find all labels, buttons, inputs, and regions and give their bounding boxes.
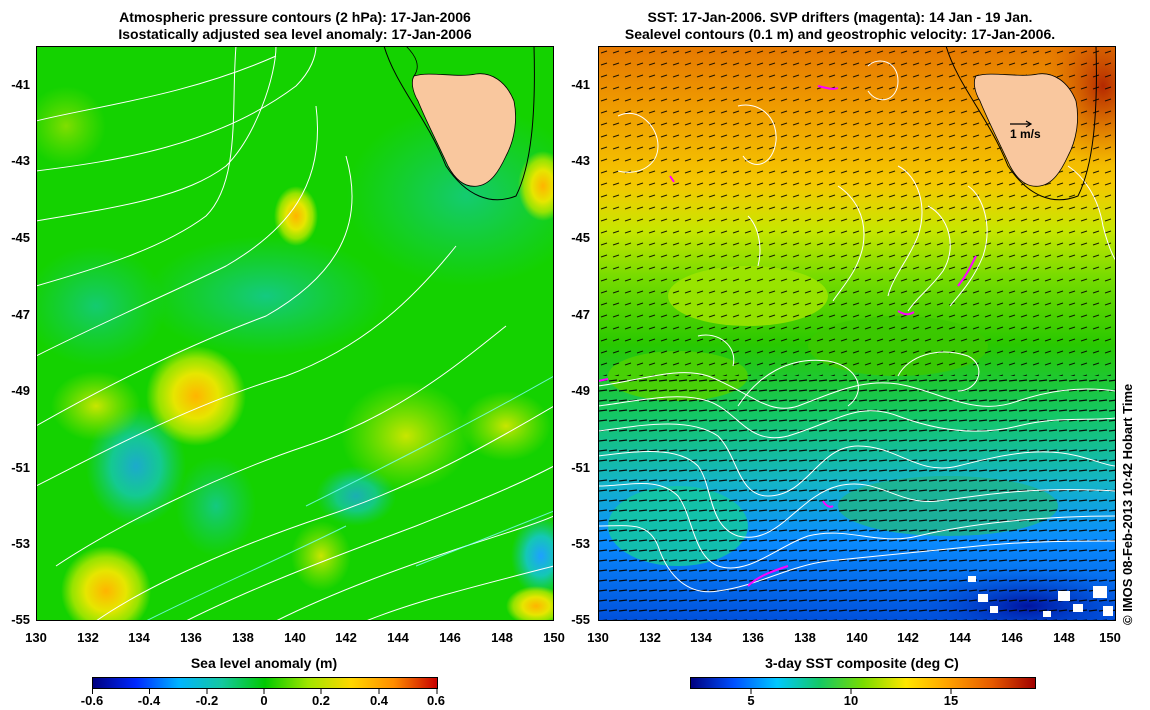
left-ytick: -47	[11, 307, 30, 322]
sla-cbar-tick: 0.4	[369, 693, 389, 708]
left-xtick: 144	[387, 630, 409, 645]
left-xtick: 138	[232, 630, 254, 645]
left-xtick: 148	[491, 630, 513, 645]
left-xtick: 140	[284, 630, 306, 645]
sealevel-contours	[598, 60, 1116, 593]
sst-colorbar-ticks	[750, 689, 952, 694]
right-title-line2: Sealevel contours (0.1 m) and geostrophi…	[624, 26, 1056, 42]
sst-cbar-tick: 15	[943, 693, 959, 708]
left-ytick: -55	[11, 612, 30, 627]
right-xtick: 132	[639, 630, 661, 645]
tasmania	[383, 46, 535, 201]
left-title-line2: Isostatically adjusted sea level anomaly…	[118, 26, 472, 42]
left-xtick: 134	[128, 630, 150, 645]
pressure-contours-cyan	[145, 375, 554, 621]
imos-credit: © IMOS 08-Feb-2013 10:42 Hobart Time	[1120, 383, 1135, 625]
left-xtick: 130	[25, 630, 47, 645]
sst-colorbar	[690, 677, 1036, 689]
right-xtick: 144	[949, 630, 971, 645]
sst-colorbar-title: 3-day SST composite (deg C)	[765, 655, 959, 671]
right-ytick: -51	[571, 460, 590, 475]
left-ytick: -53	[11, 536, 30, 551]
left-xtick: 150	[543, 630, 565, 645]
right-xtick: 136	[742, 630, 764, 645]
sla-cbar-tick: 0	[260, 693, 268, 708]
sea-level-anomaly-map	[36, 46, 554, 621]
tasmania-land-right	[973, 73, 1078, 187]
velocity-scale-arrow	[1010, 120, 1033, 128]
right-xtick: 140	[846, 630, 868, 645]
right-map-title: SST: 17-Jan-2006. SVP drifters (magenta)…	[560, 9, 1120, 43]
sla-cbar-tick: -0.4	[137, 693, 161, 708]
right-xtick: 130	[587, 630, 609, 645]
right-xtick: 150	[1099, 630, 1121, 645]
tasmania-right	[945, 46, 1097, 201]
left-ytick: -49	[11, 383, 30, 398]
sst-cbar-tick: 5	[747, 693, 755, 708]
sla-colorbar-ticks	[92, 689, 438, 694]
left-map-title: Atmospheric pressure contours (2 hPa): 1…	[36, 9, 554, 43]
right-ytick: -43	[571, 153, 590, 168]
pressure-contours	[36, 46, 554, 621]
right-ytick: -45	[571, 230, 590, 245]
right-ytick: -49	[571, 383, 590, 398]
right-ytick: -47	[571, 307, 590, 322]
velocity-scale-label: 1 m/s	[1010, 127, 1041, 141]
svp-drifter-tracks	[598, 85, 977, 587]
right-title-line1: SST: 17-Jan-2006. SVP drifters (magenta)…	[647, 9, 1033, 25]
left-xtick: 132	[77, 630, 99, 645]
left-xtick: 142	[335, 630, 357, 645]
right-xtick: 138	[794, 630, 816, 645]
sla-colorbar-title: Sea level anomaly (m)	[190, 655, 338, 671]
left-xtick: 146	[439, 630, 461, 645]
right-xtick: 134	[690, 630, 712, 645]
sla-cbar-tick: 0.6	[426, 693, 446, 708]
left-title-line1: Atmospheric pressure contours (2 hPa): 1…	[119, 9, 471, 25]
sst-map: 1 m/s	[598, 46, 1116, 621]
tasmania-land	[411, 73, 516, 187]
sla-colorbar	[92, 677, 438, 689]
left-ytick: -41	[11, 77, 30, 92]
right-ytick: -41	[571, 77, 590, 92]
right-xtick: 148	[1053, 630, 1075, 645]
right-xtick: 146	[1001, 630, 1023, 645]
right-ytick: -55	[571, 612, 590, 627]
left-xtick: 136	[180, 630, 202, 645]
vector-field-south	[598, 376, 1116, 621]
sla-cbar-tick: -0.6	[80, 693, 104, 708]
sla-cbar-tick: -0.2	[195, 693, 219, 708]
cloud-mask	[968, 576, 1113, 617]
sst-cbar-tick: 10	[843, 693, 859, 708]
left-ytick: -43	[11, 153, 30, 168]
right-ytick: -53	[571, 536, 590, 551]
left-ytick: -45	[11, 230, 30, 245]
left-ytick: -51	[11, 460, 30, 475]
right-xtick: 142	[897, 630, 919, 645]
sla-cbar-tick: 0.2	[311, 693, 331, 708]
sla-anomaly-patches	[36, 86, 554, 621]
